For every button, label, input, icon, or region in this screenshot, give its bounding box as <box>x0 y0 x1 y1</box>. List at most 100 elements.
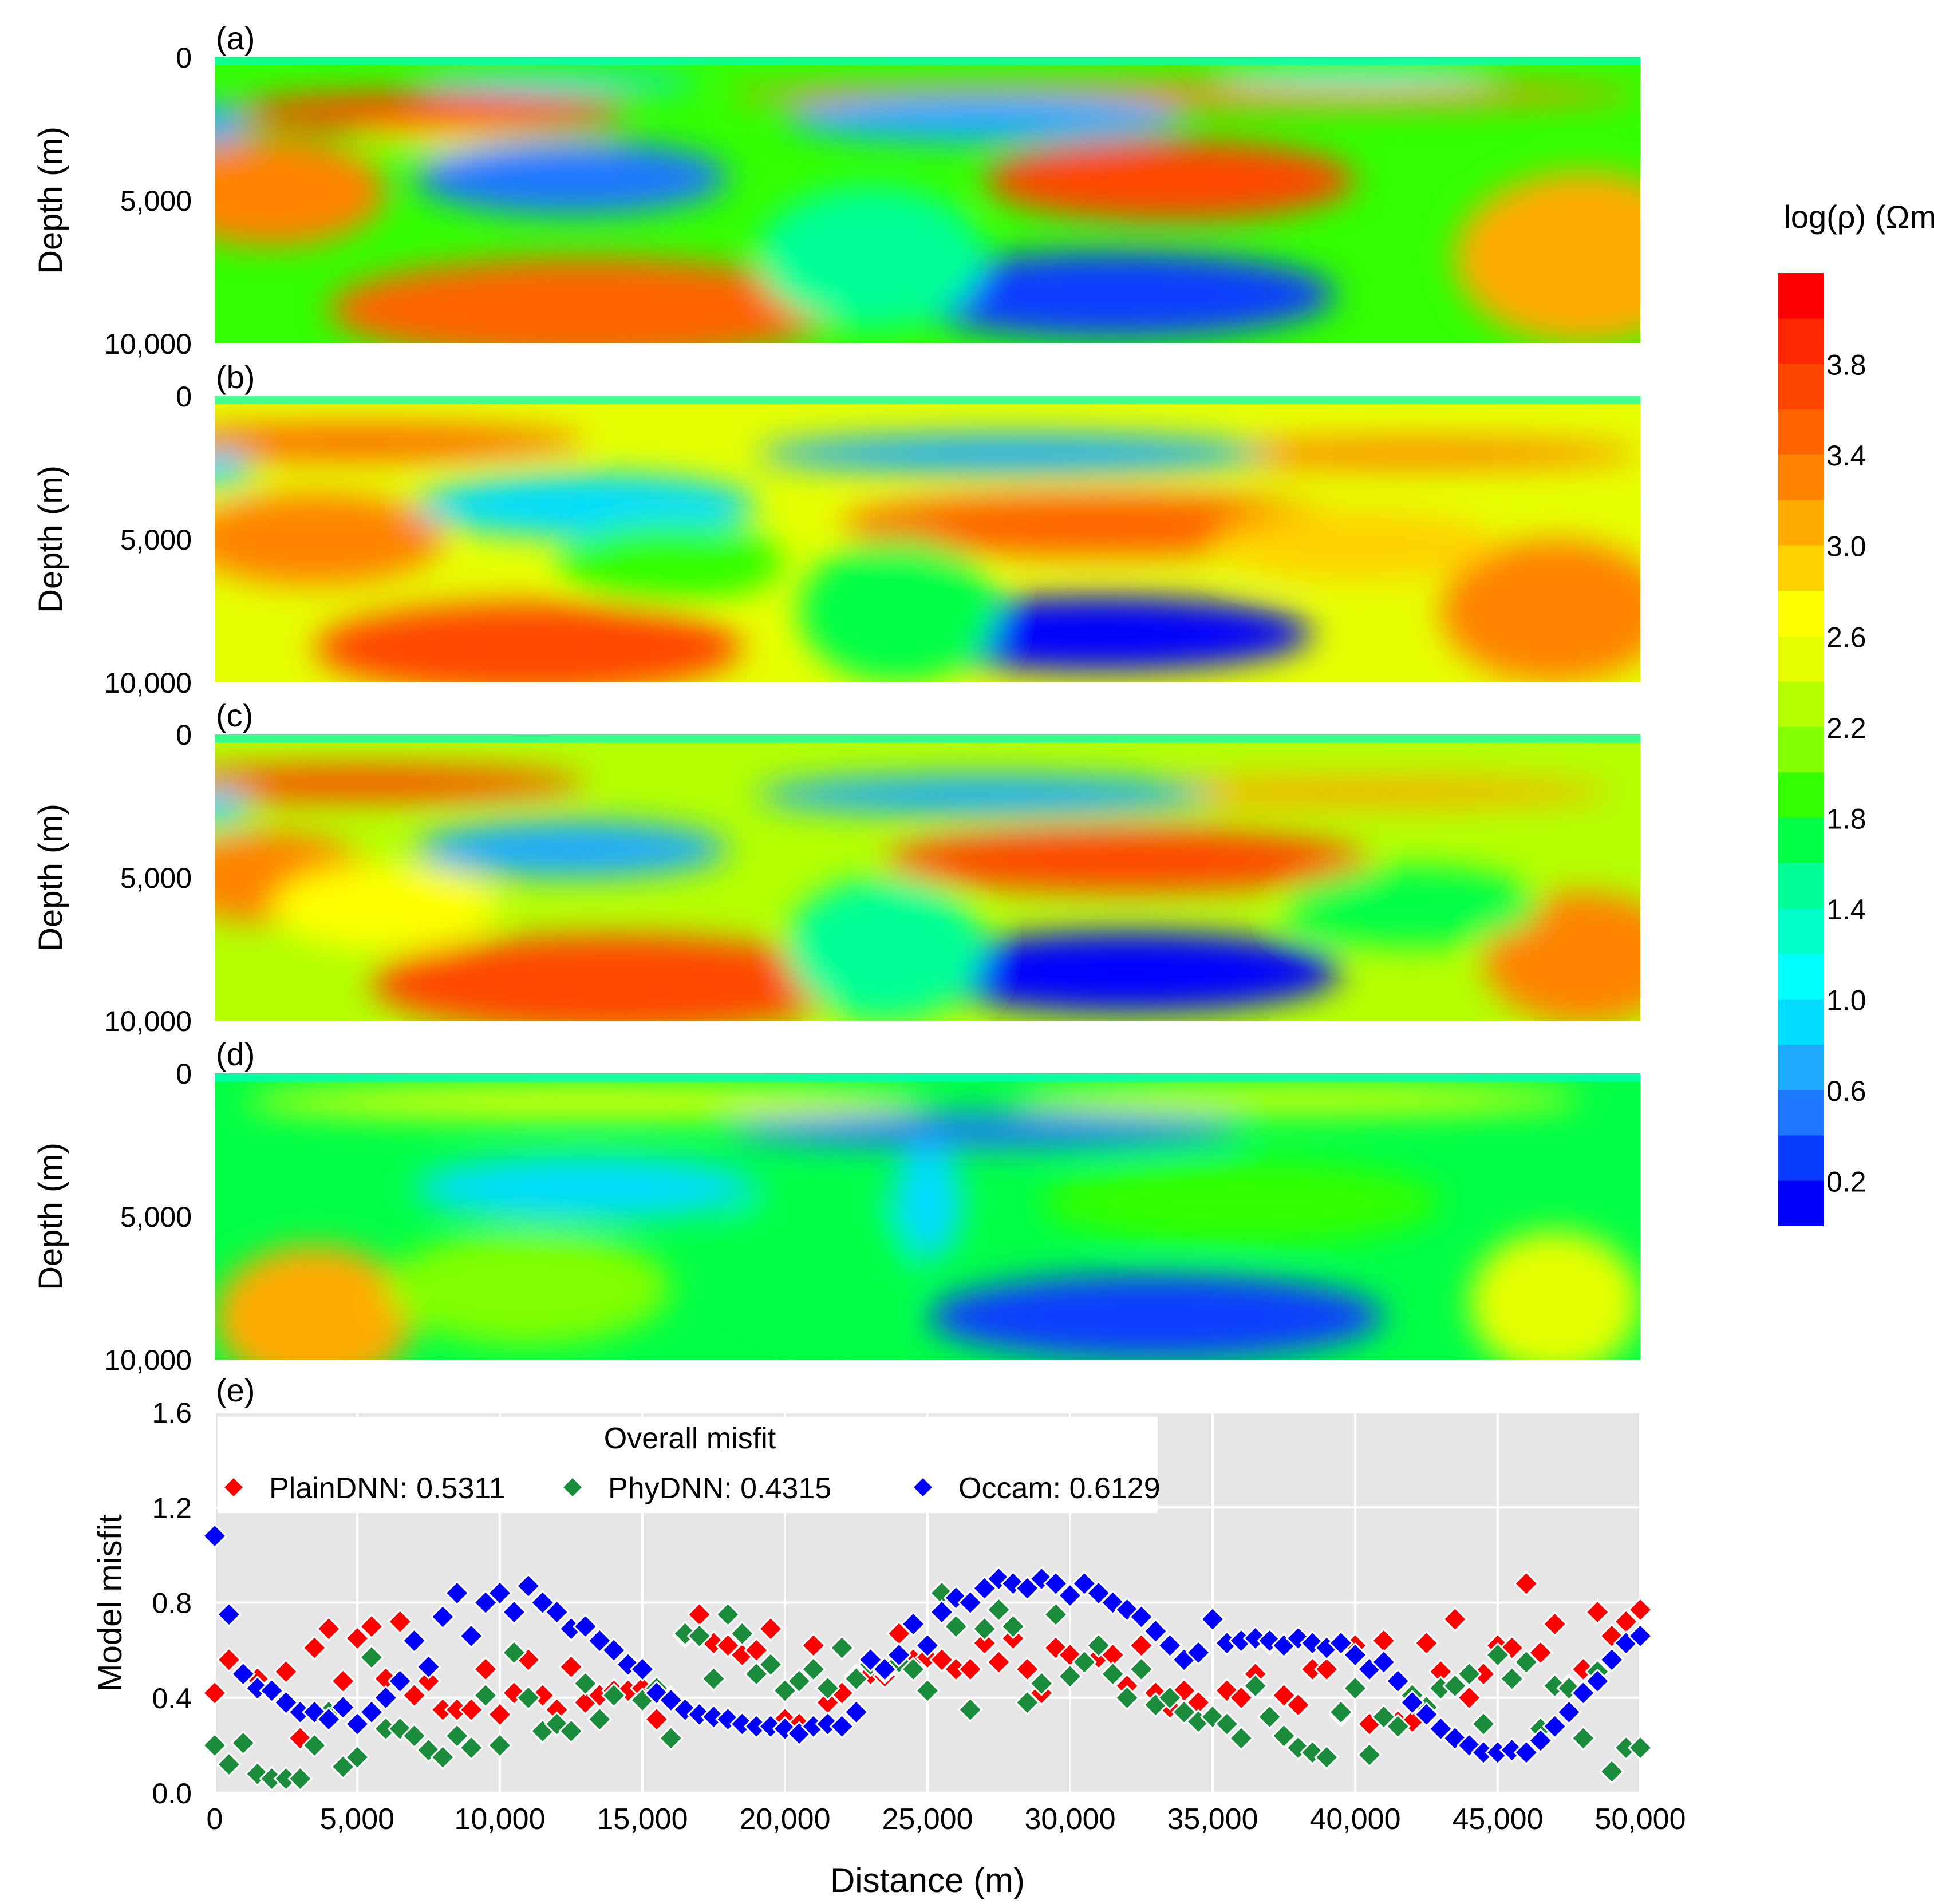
plaindnn-point <box>330 1668 356 1694</box>
occam-point <box>1057 1582 1083 1609</box>
occam-point <box>1185 1640 1211 1665</box>
occam-point <box>957 1590 983 1615</box>
resistivity-anomaly <box>1213 511 1498 579</box>
depth-tick-label: 10,000 <box>104 1005 192 1037</box>
resistivity-anomaly <box>271 863 500 949</box>
phydnn-point <box>459 1735 484 1761</box>
resistivity-anomaly <box>713 1188 914 1331</box>
resistivity-anomaly <box>756 775 1213 815</box>
resistivity-anomaly <box>215 789 252 823</box>
legend-label: Occam: 0.6129 <box>958 1472 1161 1505</box>
misfit-x-axis-label: Distance (m) <box>830 1861 1025 1899</box>
colorbar: log(ρ) (Ωm) 0.2 0.6 1.0 1.4 1.8 2.2 2.6 3.0 3.4 3… <box>1778 199 1934 1226</box>
phydnn-point <box>601 1682 627 1708</box>
legend-entry-phydnn: PhyDNN: 0.4315 <box>561 1472 831 1505</box>
y-tick-label: 0.8 <box>152 1587 192 1619</box>
legend-marker-phydnn <box>561 1475 585 1499</box>
phydnn-point <box>1242 1673 1268 1699</box>
colorbar-tick-label: 0.6 <box>1826 1075 1866 1107</box>
occam-point <box>501 1599 527 1625</box>
panel-label-e: (e) <box>216 1372 255 1408</box>
resistivity-anomaly <box>414 1156 757 1219</box>
legend-marker-occam <box>911 1475 935 1499</box>
occam-point <box>430 1604 456 1630</box>
phydnn-point <box>1000 1613 1026 1640</box>
panel-label-a: (a) <box>216 20 255 56</box>
resistivity-anomaly <box>314 602 743 682</box>
occam-point <box>1627 1623 1653 1649</box>
phydnn-point <box>501 1640 527 1665</box>
occam-point <box>1128 1604 1154 1630</box>
occam-point <box>843 1699 869 1725</box>
phydnn-point <box>1356 1742 1383 1768</box>
phydnn-point <box>1257 1704 1282 1730</box>
resistivity-anomaly <box>756 186 985 329</box>
plaindnn-point <box>1627 1597 1653 1623</box>
phydnn-point <box>943 1613 969 1640</box>
occam-point <box>1528 1728 1553 1753</box>
colorbar-title: log(ρ) (Ωm) <box>1783 199 1934 235</box>
phydnn-point <box>701 1666 727 1692</box>
depth-axis-label: Depth (m) <box>32 465 69 613</box>
surface-layer <box>215 396 1640 404</box>
resistivity-anomaly <box>215 766 586 800</box>
phydnn-point <box>829 1635 855 1661</box>
depth-tick-label: 10,000 <box>104 667 192 699</box>
depth-tick-label: 5,000 <box>120 1201 192 1233</box>
phydnn-point <box>972 1616 997 1642</box>
plaindnn-point <box>216 1647 242 1673</box>
resistivity-anomaly <box>1098 777 1612 806</box>
occam-point <box>1570 1680 1596 1706</box>
misfit-y-axis-label: Model misfit <box>92 1514 129 1691</box>
plaindnn-point <box>472 1656 499 1682</box>
panel-label-b: (b) <box>216 359 255 395</box>
resistivity-anomaly <box>890 252 1336 338</box>
occam-point <box>1399 1689 1425 1716</box>
resistivity-anomaly <box>1469 1231 1640 1360</box>
resistivity-anomaly <box>556 522 785 602</box>
resistivity-anomaly <box>799 539 999 682</box>
occam-point <box>1414 1701 1439 1727</box>
occam-point <box>202 1523 228 1549</box>
occam-point <box>1199 1606 1226 1632</box>
resistivity-anomaly <box>1013 1085 1584 1113</box>
depth-tick-label: 10,000 <box>104 328 192 360</box>
misfit-legend: Overall misfit PlainDNN: 0.5311 PhyDNN: 0… <box>218 1417 1161 1513</box>
occam-point <box>1542 1713 1568 1739</box>
phydnn-point <box>287 1765 313 1792</box>
plaindnn-point <box>972 1630 997 1656</box>
phydnn-point <box>401 1723 427 1749</box>
occam-point <box>1599 1647 1625 1673</box>
plaindnn-point <box>957 1656 983 1682</box>
series-occam <box>202 1523 1653 1765</box>
occam-point <box>1371 1649 1396 1675</box>
phydnn-point <box>914 1678 941 1704</box>
series-phydnn <box>202 1580 1653 1792</box>
plaindnn-point <box>344 1625 370 1651</box>
occam-point <box>929 1599 955 1625</box>
resistivity-anomaly <box>414 140 728 215</box>
x-tick-label: 50,000 <box>1594 1803 1686 1836</box>
phydnn-point <box>986 1597 1012 1623</box>
colorbar-tick-label: 1.0 <box>1826 985 1866 1017</box>
occam-point <box>515 1573 541 1599</box>
phydnn-point <box>715 1602 741 1628</box>
resistivity-anomaly <box>885 829 1369 892</box>
phydnn-point <box>230 1730 256 1756</box>
depth-axis-label: Depth (m) <box>32 804 69 951</box>
occam-point <box>829 1713 855 1739</box>
misfit-points <box>202 1523 1653 1792</box>
phydnn-point <box>1214 1711 1240 1737</box>
phydnn-point <box>843 1666 869 1692</box>
resistivity-anomaly <box>385 1231 671 1345</box>
resistivity-anomaly <box>927 1274 1384 1360</box>
phydnn-point <box>587 1707 613 1732</box>
depth-tick-label: 0 <box>176 719 192 751</box>
phydnn-point <box>1071 1649 1098 1675</box>
phydnn-point <box>1513 1649 1539 1675</box>
x-tick-label: 10,000 <box>454 1803 545 1836</box>
depth-tick-label: 5,000 <box>120 862 192 894</box>
x-tick-label: 15,000 <box>597 1803 688 1836</box>
panel-label-c: (c) <box>216 697 253 733</box>
plaindnn-point <box>302 1635 327 1661</box>
